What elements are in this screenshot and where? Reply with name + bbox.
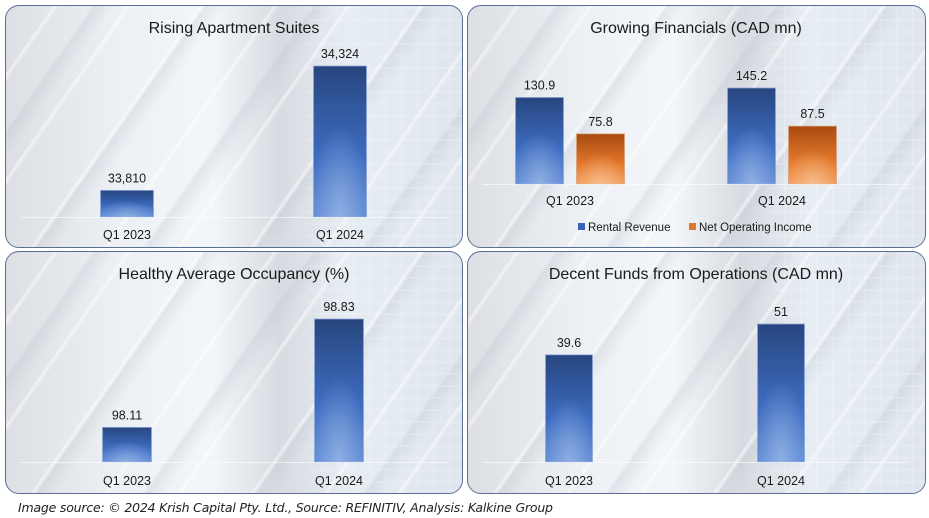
bar-highlight xyxy=(313,66,367,217)
chart-svg-ffo: Decent Funds from Operations (CAD mn) 39… xyxy=(482,266,910,488)
image-source-caption: Image source: © 2024 Krish Capital Pty. … xyxy=(18,500,553,515)
data-label: 98.11 xyxy=(112,408,142,422)
bar-highlight xyxy=(515,97,564,184)
chart-panel-ffo: Decent Funds from Operations (CAD mn) 39… xyxy=(467,251,926,494)
x-tick-label: Q1 2023 xyxy=(546,194,594,208)
legend-label-rental-revenue: Rental Revenue xyxy=(588,222,670,234)
data-label: 75.8 xyxy=(588,115,612,129)
bar-highlight xyxy=(102,427,152,462)
data-label: 33,810 xyxy=(108,171,146,185)
chart-title: Healthy Average Occupancy (%) xyxy=(119,266,350,283)
x-tick-label: Q1 2024 xyxy=(316,228,364,242)
chart-svg-occupancy: Healthy Average Occupancy (%) 98.11 Q1 20… xyxy=(20,266,448,488)
bar-highlight xyxy=(727,88,776,184)
data-label: 39.6 xyxy=(557,336,581,350)
chart-title: Growing Financials (CAD mn) xyxy=(590,20,802,37)
x-tick-label: Q1 2023 xyxy=(545,474,593,488)
x-tick-label: Q1 2024 xyxy=(758,194,806,208)
bar-highlight xyxy=(576,133,625,184)
data-label: 34,324 xyxy=(321,47,359,61)
chart-panel-apartment-suites: Rising Apartment Suites 33,810 Q1 2023 34,… xyxy=(5,5,463,248)
bar-highlight xyxy=(314,319,364,462)
data-label: 98.83 xyxy=(323,300,354,314)
chart-svg-financials: Growing Financials (CAD mn) 130.9 75.8 Q1 … xyxy=(482,20,910,234)
chart-title: Decent Funds from Operations (CAD mn) xyxy=(549,266,843,283)
legend-swatch-net-operating-income xyxy=(689,223,696,230)
x-tick-label: Q1 2024 xyxy=(315,474,363,488)
x-tick-label: Q1 2023 xyxy=(103,228,151,242)
bar-highlight xyxy=(788,126,837,184)
chart-svg-apartment-suites: Rising Apartment Suites 33,810 Q1 2023 34,… xyxy=(20,20,448,242)
chart-panel-financials: Growing Financials (CAD mn) 130.9 75.8 Q1 … xyxy=(467,5,926,248)
chart-title: Rising Apartment Suites xyxy=(149,20,320,37)
data-label: 145.2 xyxy=(736,69,767,83)
bar-highlight xyxy=(757,324,805,462)
x-tick-label: Q1 2023 xyxy=(103,474,151,488)
data-label: 51 xyxy=(774,305,788,319)
legend-label-net-operating-income: Net Operating Income xyxy=(699,222,812,234)
bar-highlight xyxy=(100,190,154,217)
legend-swatch-rental-revenue xyxy=(578,223,585,230)
bar-highlight xyxy=(545,354,593,462)
data-label: 87.5 xyxy=(800,107,824,121)
data-label: 130.9 xyxy=(524,78,555,92)
chart-panel-occupancy: Healthy Average Occupancy (%) 98.11 Q1 20… xyxy=(5,251,463,494)
legend: Rental Revenue Net Operating Income xyxy=(578,222,812,234)
x-tick-label: Q1 2024 xyxy=(757,474,805,488)
